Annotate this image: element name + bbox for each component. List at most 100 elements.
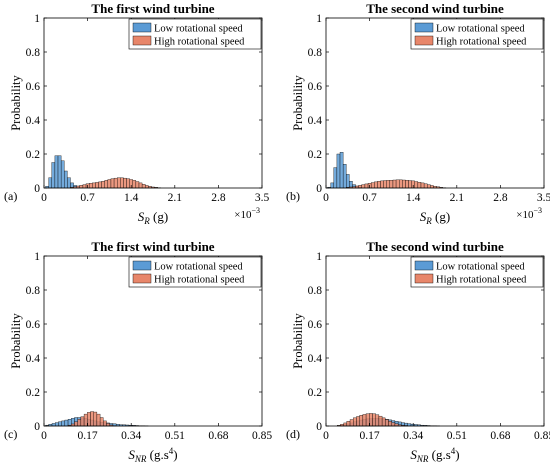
x-tick-label: 2.8 [493, 192, 508, 204]
histogram-bar [361, 184, 366, 189]
histogram-bar [61, 420, 66, 427]
histogram-bar [107, 179, 112, 189]
series-high-speed [337, 413, 408, 427]
histogram-bar [98, 181, 102, 189]
histogram-bar [372, 413, 376, 427]
panel-label: (a) [4, 189, 17, 203]
y-tick-label: 0.4 [26, 353, 41, 365]
histogram-bar [364, 183, 369, 189]
histogram-bar [138, 182, 143, 189]
series-high-speed [346, 179, 447, 189]
histogram-bar [378, 415, 383, 427]
histogram-bar [95, 182, 99, 189]
panel-label: (d) [286, 427, 300, 441]
histogram-bar [339, 152, 344, 189]
histogram-bar [353, 417, 357, 427]
histogram-bar [77, 419, 82, 427]
histogram-bar [423, 183, 428, 189]
histogram-bar [58, 421, 62, 427]
histogram-bar [362, 414, 367, 427]
x-tick-label: 0.85 [534, 430, 550, 442]
y-tick-label: 0.8 [308, 47, 323, 59]
histogram-bar [377, 181, 381, 189]
histogram-bar [117, 177, 121, 189]
x-tick-label: 0.17 [360, 430, 380, 442]
x-tick-label: 0 [323, 192, 329, 204]
axes-frame [43, 17, 263, 189]
series-low-speed [327, 152, 362, 189]
histogram-bar [375, 414, 380, 427]
histogram-bar [427, 184, 431, 189]
histogram-bar [83, 413, 88, 427]
histogram-bar [90, 411, 94, 427]
histogram-bar [358, 185, 362, 189]
legend-swatch [132, 260, 152, 271]
y-tick-label: 0.8 [308, 285, 323, 297]
legend-label: High rotational speed [154, 275, 245, 286]
legend-label: Low rotational speed [436, 24, 525, 35]
x-axis-label: SNR (g.s4) [410, 446, 459, 464]
histogram-bar [123, 177, 127, 189]
histogram-bar [349, 419, 354, 427]
y-tick-label: 0.4 [26, 115, 41, 127]
x-tick-label: 2.1 [450, 192, 465, 204]
legend-swatch [414, 273, 434, 284]
histogram-bar [74, 421, 78, 427]
histogram-bar [60, 160, 65, 189]
x-axis-label: SR (g) [138, 209, 168, 226]
histogram-bar [417, 182, 422, 189]
legend-swatch [132, 273, 152, 284]
histogram-bar [101, 181, 105, 189]
y-tick-label: 0.6 [26, 319, 41, 331]
legend: Low rotational speed High rotational spee… [128, 18, 262, 50]
histogram-bar [342, 164, 347, 189]
histogram-bar [79, 185, 84, 189]
legend-label: Low rotational speed [154, 24, 243, 35]
histogram-bar [55, 422, 59, 427]
y-tick-label: 1 [34, 13, 40, 25]
panel-label: (b) [286, 189, 300, 203]
histogram-bar [333, 167, 338, 189]
histogram-bar [113, 177, 118, 189]
legend: Low rotational speed High rotational spee… [128, 256, 262, 288]
chart-title: The second wind turbine [366, 1, 504, 16]
y-tick-label: 0 [34, 183, 40, 195]
x-tick-label: 0.85 [252, 430, 272, 442]
histogram-bar [389, 180, 394, 189]
histogram-bar [391, 422, 396, 427]
legend-swatch [414, 260, 434, 271]
x-tick-label: 0.51 [447, 430, 467, 442]
y-tick-label: 0 [34, 421, 40, 433]
legend: Low rotational speed High rotational spee… [410, 18, 544, 50]
histogram-bar [135, 181, 140, 189]
histogram-bar [88, 183, 93, 189]
x-tick-label: 3.5 [537, 192, 550, 204]
histogram-bar [104, 180, 109, 189]
histogram-bar [99, 417, 104, 427]
legend-swatch [132, 22, 152, 33]
series-high-speed [70, 177, 161, 189]
legend-swatch [414, 22, 434, 33]
y-tick-label: 0 [316, 421, 322, 433]
histogram-bar [395, 179, 400, 189]
x-axis-multiplier: ×10−3 [234, 206, 260, 221]
x-tick-label: 0.7 [362, 192, 377, 204]
histogram-bar [414, 181, 419, 189]
axes-frame [325, 17, 545, 189]
x-tick-label: 0.51 [165, 430, 185, 442]
x-tick-label: 0.7 [80, 192, 95, 204]
y-axis-label: Probability [9, 312, 23, 368]
y-tick-label: 0.4 [308, 115, 323, 127]
histogram-bar [132, 180, 137, 189]
y-tick-label: 1 [34, 251, 40, 263]
y-tick-label: 0.2 [26, 387, 41, 399]
legend-label: High rotational speed [436, 37, 527, 48]
histogram-bar [356, 416, 360, 427]
chart-title: The second wind turbine [366, 239, 504, 254]
chart-title: The first wind turbine [91, 1, 214, 16]
x-tick-label: 1.4 [124, 192, 139, 204]
histogram-bar [365, 413, 370, 427]
histogram-bar [336, 153, 341, 189]
chart-panel: 0 0.17 0.34 0.51 0.68 0.85 0 0.2 0.4 0.6 0.8 1 The f… [4, 239, 272, 464]
